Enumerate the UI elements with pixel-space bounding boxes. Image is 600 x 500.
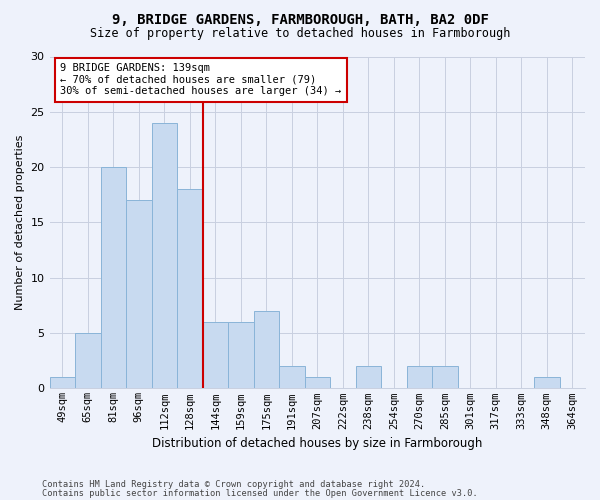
Bar	[50, 378, 75, 388]
Bar	[432, 366, 458, 388]
Text: 9, BRIDGE GARDENS, FARMBOROUGH, BATH, BA2 0DF: 9, BRIDGE GARDENS, FARMBOROUGH, BATH, BA…	[112, 12, 488, 26]
Bar	[177, 190, 203, 388]
Text: Contains public sector information licensed under the Open Government Licence v3: Contains public sector information licen…	[42, 490, 478, 498]
Bar	[126, 200, 152, 388]
Y-axis label: Number of detached properties: Number of detached properties	[15, 135, 25, 310]
Bar	[356, 366, 381, 388]
Bar	[152, 123, 177, 388]
Bar	[305, 378, 330, 388]
Text: Contains HM Land Registry data © Crown copyright and database right 2024.: Contains HM Land Registry data © Crown c…	[42, 480, 425, 489]
Bar	[534, 378, 560, 388]
Bar	[279, 366, 305, 388]
Text: 9 BRIDGE GARDENS: 139sqm
← 70% of detached houses are smaller (79)
30% of semi-d: 9 BRIDGE GARDENS: 139sqm ← 70% of detach…	[60, 63, 341, 96]
Bar	[228, 322, 254, 388]
Bar	[101, 167, 126, 388]
X-axis label: Distribution of detached houses by size in Farmborough: Distribution of detached houses by size …	[152, 437, 482, 450]
Bar	[407, 366, 432, 388]
Bar	[75, 333, 101, 388]
Bar	[203, 322, 228, 388]
Text: Size of property relative to detached houses in Farmborough: Size of property relative to detached ho…	[90, 28, 510, 40]
Bar	[254, 311, 279, 388]
